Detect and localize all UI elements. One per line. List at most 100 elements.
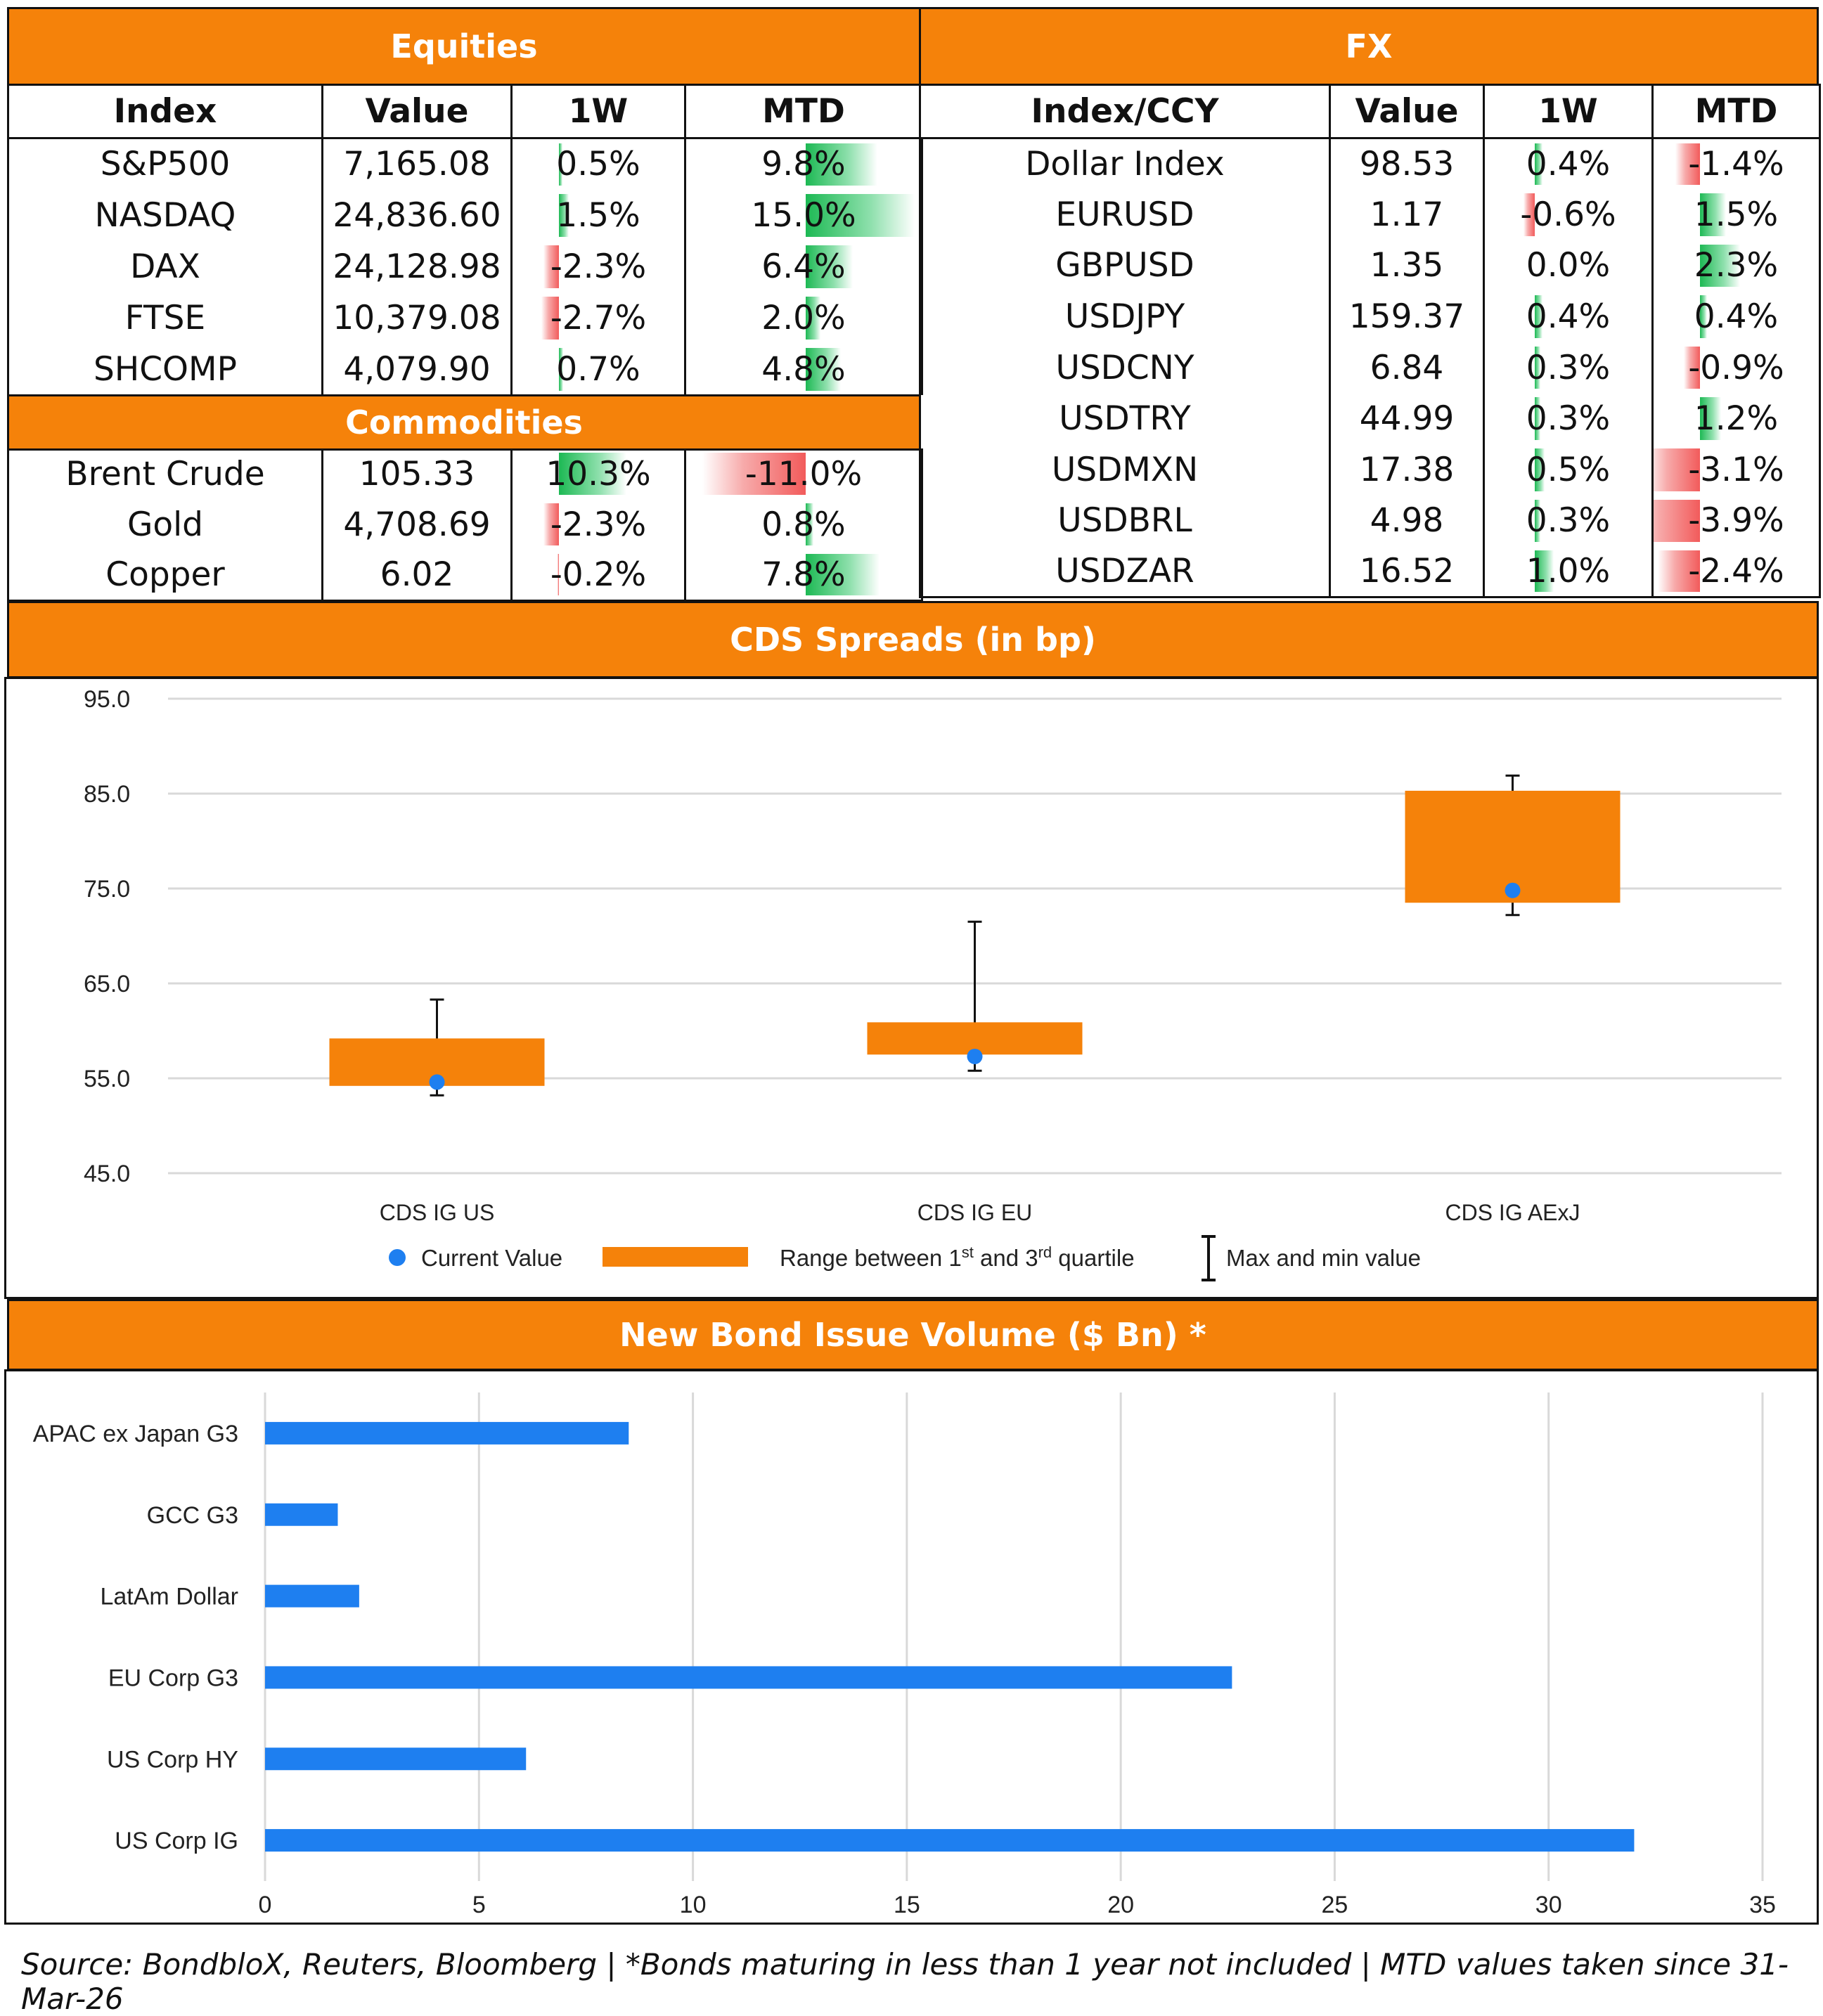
legend-superscript: rd [1038,1243,1052,1261]
y-tick-label: 65.0 [84,971,130,997]
row-mtd-text: 0.4% [1694,297,1779,337]
change-bar-mtd [1654,448,1700,491]
table-row: GBPUSD 1.35 0.0% 2.3% [919,240,1821,292]
table-row: SHCOMP 4,079.90 0.7% 4.8% [7,343,923,395]
row-mtd: -1.4% [1651,138,1821,190]
row-mtd: 2.0% [684,292,923,344]
y-tick-label: US Corp HY [107,1746,238,1773]
y-tick-label: EU Corp G3 [108,1665,238,1691]
change-bar-1w [1535,499,1541,543]
y-tick-label: US Corp IG [115,1828,238,1854]
row-name: USDMXN [919,444,1331,496]
change-bar-1w [1535,295,1542,338]
row-1w-text: 0.0% [1526,246,1611,285]
change-bar-1w [1535,550,1554,593]
x-tick-label: 25 [1322,1892,1348,1918]
row-1w-text: 0.5% [1526,450,1611,489]
change-bar-1w [1535,346,1541,389]
change-bar-mtd [1699,244,1741,287]
equities-col-header-text: 1W [568,92,629,131]
change-bar-1w [1535,143,1542,186]
row-mtd-text: 15.0% [751,195,856,235]
row-1w: 1.5% [510,189,686,241]
table-row: USDCNY 6.84 0.3% -0.9% [919,342,1821,394]
fx-col-header: Index/CCY [919,84,1331,139]
fx-col-header-text: MTD [1694,92,1778,131]
change-bar-mtd [806,245,853,288]
row-mtd-text: 2.0% [761,298,846,337]
row-mtd: 6.4% [684,240,923,292]
change-bar-1w [558,193,569,237]
row-1w: 0.5% [1483,444,1654,496]
row-value-text: 98.53 [1359,145,1455,184]
table-row: FTSE 10,379.08 -2.7% 2.0% [7,292,923,344]
row-value-text: 6.84 [1370,348,1444,387]
bar [265,1503,338,1526]
row-1w-text: -2.3% [550,247,647,286]
x-tick-label: 20 [1107,1892,1134,1918]
x-tick-label: 35 [1749,1892,1776,1918]
row-name-text: Brent Crude [65,454,265,493]
row-mtd: 2.3% [1651,240,1821,292]
y-tick-label: 85.0 [84,781,130,808]
row-name-text: EURUSD [1055,195,1194,234]
y-tick-label: 55.0 [84,1066,130,1092]
row-mtd-text: -1.4% [1688,145,1784,184]
row-name: DAX [7,240,323,292]
current-value-point [429,1074,445,1090]
row-name: Brent Crude [7,448,323,499]
legend-range-text: and 3 [974,1245,1038,1271]
row-mtd-text: -3.1% [1688,450,1784,489]
table-row: Copper 6.02 -0.2% 7.8% [7,550,923,600]
row-name: FTSE [7,292,323,344]
row-1w-text: 1.5% [556,195,640,235]
row-mtd: -0.9% [1651,342,1821,394]
row-1w: -2.3% [510,240,686,292]
change-bar-1w [558,143,562,186]
row-mtd: 0.8% [684,499,923,550]
row-value-text: 4,708.69 [343,505,491,544]
row-1w-text: -2.7% [550,298,647,337]
legend-current-marker [389,1249,406,1266]
equities-col-header: Index [7,84,323,139]
row-1w-text: 0.3% [1526,501,1611,541]
bar [265,1584,359,1608]
row-mtd-text: -0.9% [1688,348,1784,387]
legend-range-text: Range between 1 [780,1245,962,1271]
change-bar-1w [1535,448,1545,491]
cds-chart: 95.0 85.0 75.0 65.0 55.0 45.0 CDS IG US CDS IG … [84,686,1782,1281]
row-name-text: S&P500 [100,145,231,184]
change-bar-mtd [1699,193,1727,236]
row-name: GBPUSD [919,240,1331,292]
row-1w-text: 10.3% [546,454,651,493]
row-value-text: 159.37 [1348,297,1465,337]
row-value-text: 10,379.08 [333,298,501,337]
row-value: 10,379.08 [321,292,513,344]
row-value-text: 1.17 [1370,195,1444,234]
equities-col-header: MTD [684,84,923,139]
row-name: Gold [7,499,323,550]
change-bar-mtd [1657,550,1700,593]
change-bar-mtd [806,554,880,595]
row-value-text: 24,128.98 [333,247,501,286]
row-name: S&P500 [7,138,323,190]
table-row: USDBRL 4.98 0.3% -3.9% [919,495,1821,547]
row-mtd-text: 0.8% [761,505,846,544]
row-1w-text: -2.3% [550,505,647,544]
cds-chart-panel: 95.0 85.0 75.0 65.0 55.0 45.0 CDS IG US CDS IG … [4,677,1819,1299]
row-value: 24,836.60 [321,189,513,241]
row-name-text: Dollar Index [1025,145,1225,184]
bar [265,1747,527,1771]
y-tick-label: APAC ex Japan G3 [33,1421,238,1447]
row-mtd-text: 9.8% [761,145,846,184]
commodities-header: Commodities [7,394,921,451]
commodities-title: Commodities [345,403,583,441]
row-name-text: NASDAQ [94,195,236,235]
bar [265,1666,1232,1689]
row-mtd: 0.4% [1651,291,1821,342]
row-value-text: 4.98 [1370,501,1444,541]
row-1w: 0.3% [1483,495,1654,547]
change-bar-mtd [806,503,814,545]
row-name-text: USDTRY [1059,399,1191,439]
row-name-text: USDJPY [1064,297,1185,337]
